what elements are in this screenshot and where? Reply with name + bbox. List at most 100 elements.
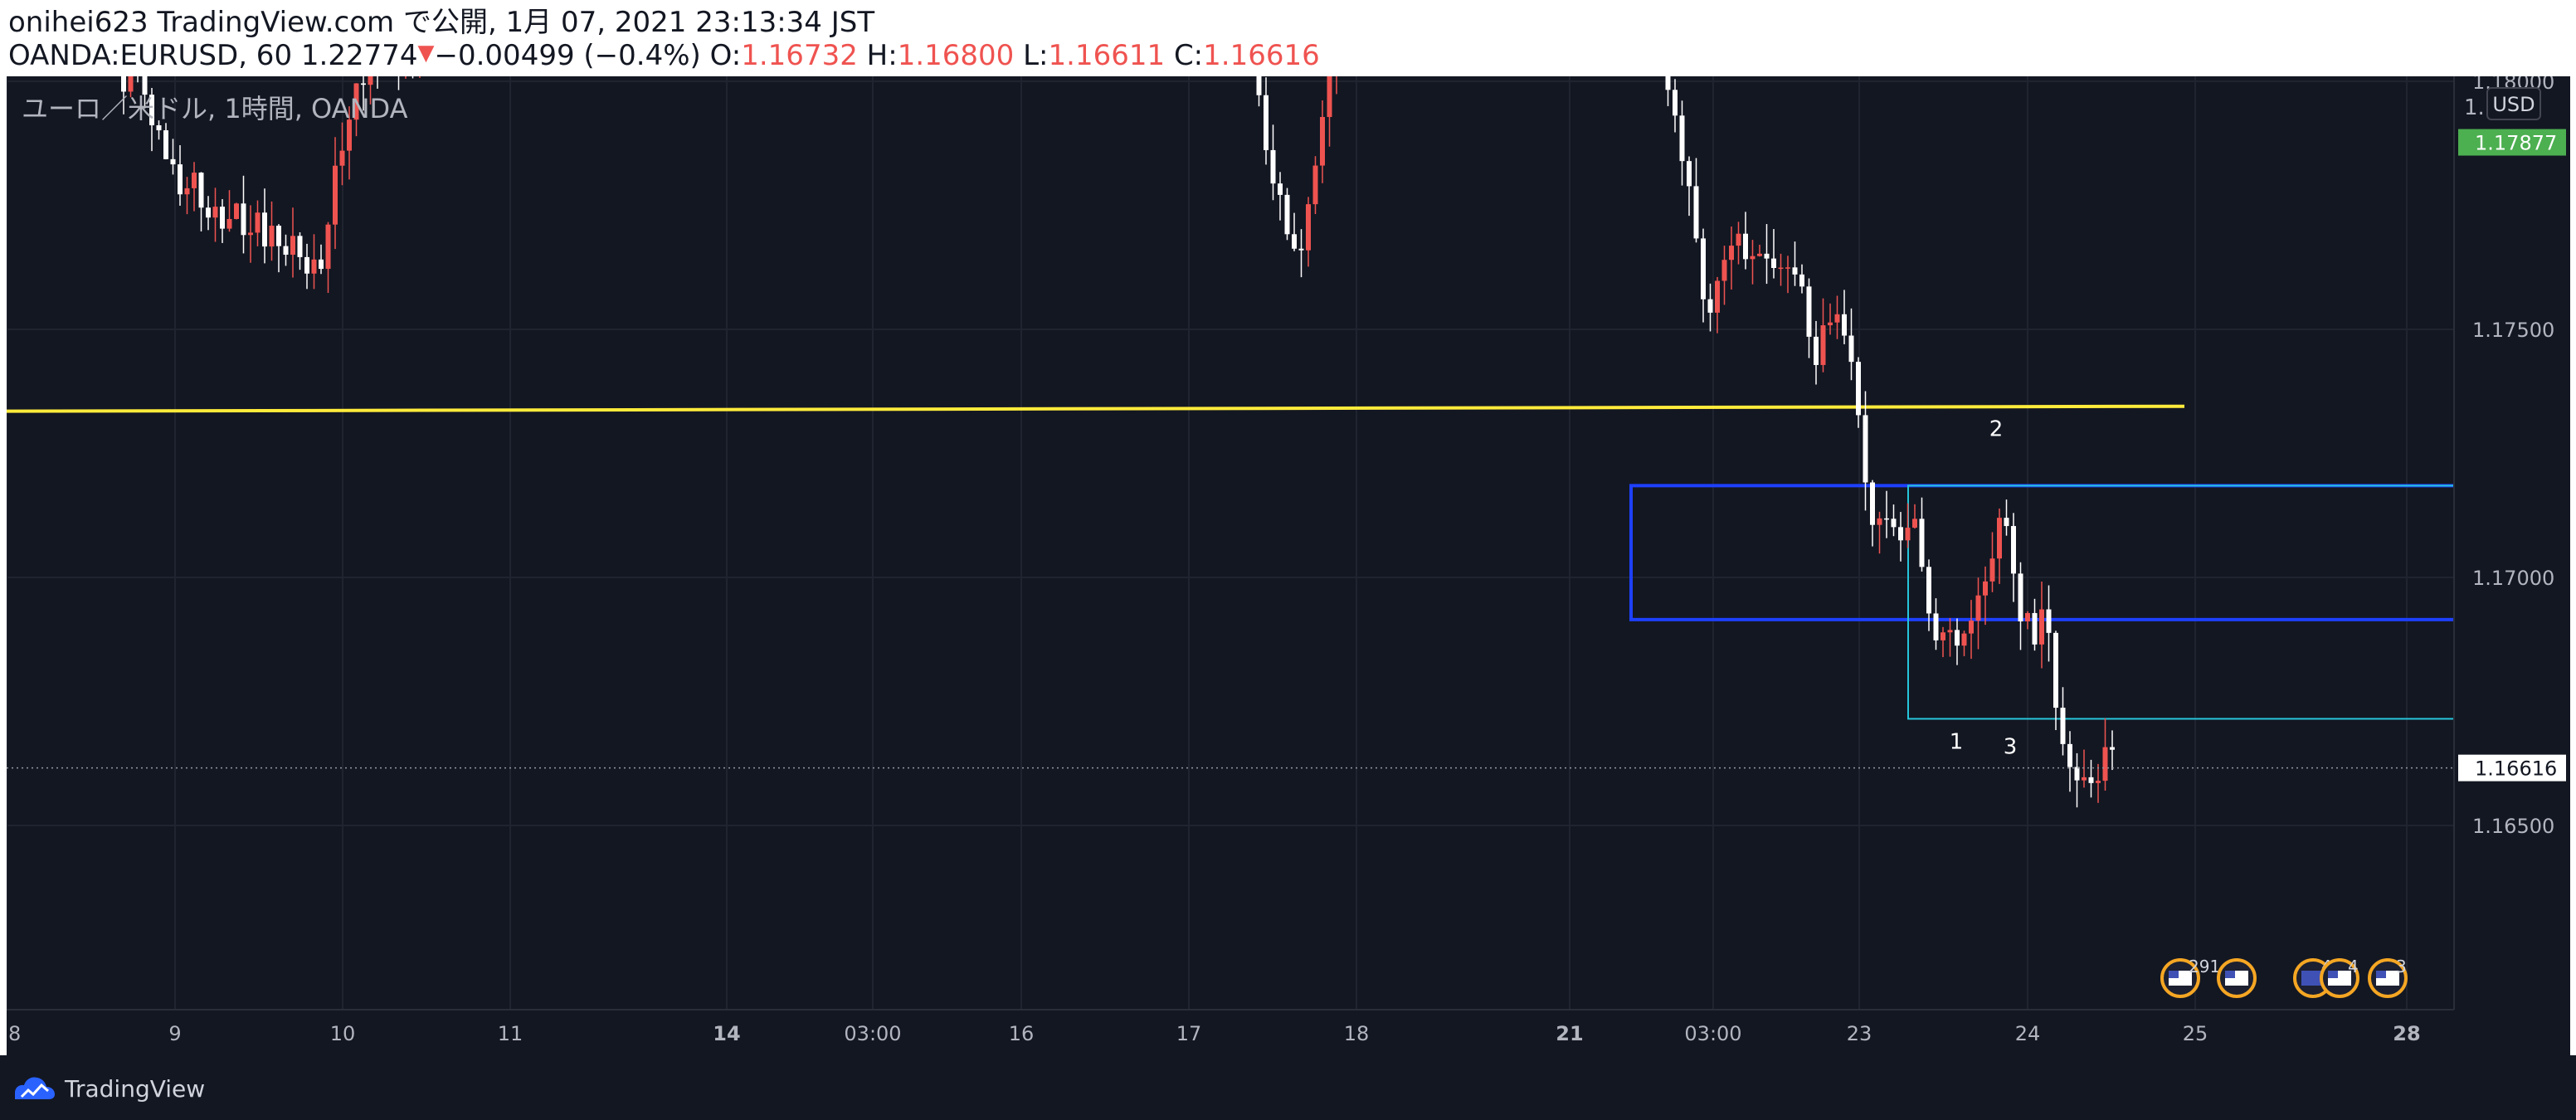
candle-down	[1891, 519, 1897, 528]
flag-canton	[2376, 971, 2386, 978]
candle-up	[234, 203, 239, 219]
candle-up	[1905, 528, 1911, 541]
currency-label: USD	[2492, 93, 2535, 116]
candle-down	[2053, 632, 2058, 709]
candle-up	[1877, 518, 1882, 525]
candle-down	[1707, 299, 1713, 313]
candle-down	[1792, 267, 1798, 275]
lower-support-line[interactable]	[7, 404, 2185, 413]
candle-up	[1320, 117, 1325, 166]
candle-down	[1799, 274, 1804, 287]
author-name[interactable]: onihei623	[8, 6, 149, 39]
candle-down	[276, 226, 281, 246]
candle-down	[149, 95, 154, 126]
price-badge-label: 1.16616	[2475, 757, 2557, 781]
candle-up	[2082, 777, 2087, 781]
candle-down	[1743, 233, 1748, 260]
candle-up	[2096, 781, 2101, 783]
time-axis-background	[7, 1010, 2570, 1055]
candle-down	[2046, 609, 2052, 633]
price-axis[interactable]: 1.160001.165001.170001.175001.180001.185…	[2472, 76, 2554, 1055]
down-triangle-icon: ▼	[417, 41, 435, 66]
brand-name: TradingView	[65, 1074, 206, 1103]
candle-down	[2067, 743, 2072, 767]
time-tick-label: 18	[1344, 1022, 1370, 1045]
price-axis-background	[2454, 76, 2570, 1010]
price-tick-label: 1.17500	[2472, 319, 2554, 342]
chart-legend: ユーロ／米ドル, 1時間, OANDA	[22, 93, 408, 124]
candle-down	[220, 207, 225, 229]
candle-down	[2011, 526, 2016, 574]
candle-down	[1284, 194, 1290, 235]
publish-details: TradingView.com で公開, 1月 07, 2021 23:13:3…	[157, 6, 875, 39]
candle-up	[2039, 609, 2044, 645]
last-price: 1.22774	[300, 39, 418, 72]
symbol-info: OANDA:EURUSD, 60 1.22774▼−0.00499 (−0.4%…	[8, 38, 1320, 75]
candle-up	[1729, 246, 1734, 261]
open-value: 1.16732	[741, 39, 858, 72]
time-tick-label: 10	[330, 1022, 356, 1045]
time-axis[interactable]: 8 9 10 11 14 03:00 16 17 18 21 03:00 23 24 25 28	[8, 1022, 2421, 1045]
candle-down	[1898, 527, 1903, 541]
candle-down	[1298, 248, 1304, 251]
candle-down	[1926, 567, 1931, 614]
candle-up	[212, 207, 218, 218]
price-badge-label: 1.17877	[2475, 132, 2557, 155]
time-tick-label: 17	[1176, 1022, 1202, 1045]
candle-down	[2110, 747, 2115, 750]
chart-grid	[7, 76, 2454, 1010]
currency-badge[interactable]	[2486, 87, 2541, 120]
time-tick-label: 03:00	[1684, 1022, 1741, 1045]
candle-up	[290, 236, 295, 256]
candle-down	[1870, 482, 1875, 525]
rectangle-drawings[interactable]	[1629, 484, 2471, 720]
candle-down	[2018, 573, 2023, 622]
candle-down	[206, 207, 211, 218]
wave-label-2: 2	[1989, 417, 2004, 442]
high-value: 1.16800	[897, 39, 1015, 72]
candle-down	[156, 125, 162, 131]
candle-up	[255, 212, 261, 233]
candle-down	[170, 158, 176, 165]
blue-range-box[interactable]	[1629, 484, 2471, 621]
candlestick-chart[interactable]: 123 291443 1.160001.165001.170001.175001…	[7, 76, 2570, 1055]
price-change: −0.00499 (−0.4%)	[434, 39, 701, 72]
price-badge	[2458, 754, 2566, 782]
candle-down	[1679, 115, 1685, 162]
candle-down	[1292, 234, 1297, 249]
time-tick-label: 25	[2183, 1022, 2208, 1045]
candle-up	[333, 165, 338, 225]
candle-down	[283, 246, 289, 256]
flag-canton	[2301, 971, 2311, 978]
time-tick-label: 11	[498, 1022, 523, 1045]
tradingview-logo-icon	[15, 1077, 55, 1099]
time-tick-label: 21	[1556, 1022, 1583, 1045]
horizontal-trendlines[interactable]	[7, 76, 2185, 413]
candle-down	[1701, 238, 1706, 299]
symbol-name: OANDA:EURUSD, 60	[8, 39, 293, 72]
teal-range-box[interactable]	[1907, 485, 2465, 720]
candle-up	[1736, 233, 1741, 246]
candle-up	[2025, 612, 2030, 622]
candle-down	[121, 76, 126, 92]
price-badge	[2458, 129, 2566, 156]
footer-bar: TradingView	[0, 1055, 2576, 1120]
candle-down	[1278, 183, 1283, 195]
close-value: 1.16616	[1203, 39, 1320, 72]
time-tick-label: 16	[1009, 1022, 1035, 1045]
wave-label-3: 3	[2004, 734, 2018, 759]
economic-events[interactable]: 291443	[2160, 957, 2408, 998]
flag-canton	[2328, 971, 2338, 978]
candle-down	[304, 256, 309, 274]
candle-down	[1848, 335, 1854, 363]
chart-pane[interactable]: 123 291443 1.160001.165001.170001.175001…	[7, 76, 2570, 1055]
price-tick-label: 1.16500	[2472, 815, 2554, 838]
tradingview-brand[interactable]: TradingView	[12, 1072, 205, 1105]
candle-down	[2074, 767, 2080, 781]
candle-down	[1764, 253, 1770, 259]
candle-down	[361, 83, 366, 85]
candle-up	[1961, 633, 1967, 646]
candle-up	[1778, 267, 1784, 270]
